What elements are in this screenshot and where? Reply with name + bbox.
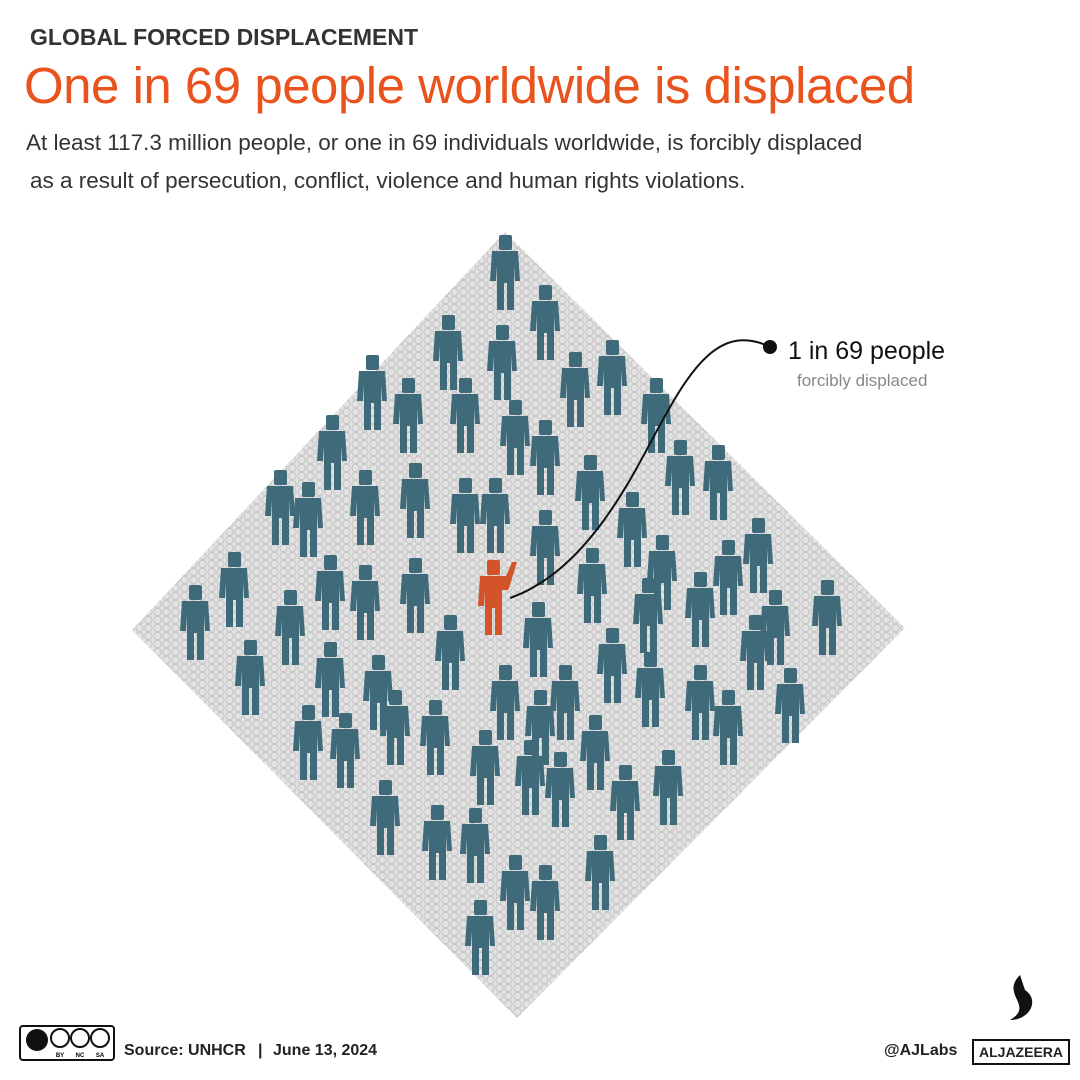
aj-logo bbox=[972, 975, 1070, 1065]
highlight-person bbox=[478, 560, 517, 635]
backdrop bbox=[132, 232, 905, 1018]
cc-badge: BY NC SA bbox=[19, 1025, 115, 1061]
subtitle-line: as a result of persecution, conflict, vi… bbox=[30, 168, 746, 193]
leader-dot bbox=[763, 340, 777, 354]
source: Source: UNHCR bbox=[124, 1042, 246, 1059]
kicker: GLOBAL FORCED DISPLACEMENT bbox=[30, 24, 419, 50]
license-by: BY bbox=[56, 1053, 64, 1059]
title: One in 69 people worldwide is displaced bbox=[24, 57, 915, 114]
credit: @AJLabs bbox=[884, 1042, 958, 1059]
leader-line bbox=[509, 339, 771, 599]
subtitle-line: At least 117.3 million people, or one in… bbox=[26, 130, 863, 155]
separator: | bbox=[258, 1042, 263, 1059]
date: June 13, 2024 bbox=[273, 1042, 378, 1059]
license-sa: SA bbox=[96, 1053, 105, 1059]
brand: ALJAZEERA bbox=[979, 1044, 1064, 1060]
annotation-note: forcibly displaced bbox=[797, 371, 928, 390]
annotation-headline: 1 in 69 people bbox=[788, 337, 946, 365]
license-nc: NC bbox=[76, 1053, 85, 1059]
